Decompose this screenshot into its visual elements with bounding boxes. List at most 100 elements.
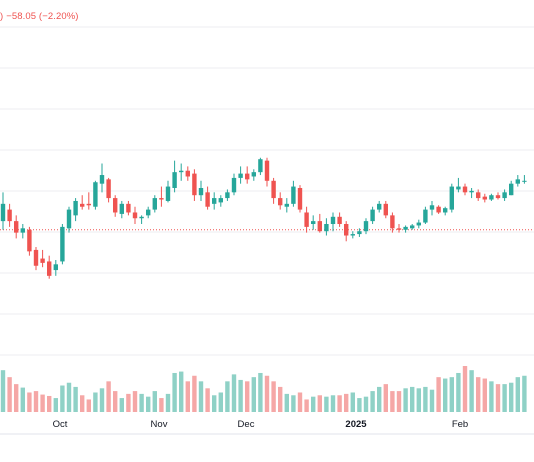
candle-body	[264, 160, 270, 181]
volume-bar	[245, 381, 250, 412]
candle-body	[317, 221, 322, 232]
volume-bar	[93, 392, 98, 412]
volume-bar	[47, 395, 52, 412]
volume-bar	[7, 377, 12, 412]
volume-bar	[291, 395, 296, 412]
candle-body	[66, 209, 72, 229]
volume-bar	[264, 375, 270, 412]
candle-body	[495, 195, 501, 199]
volume-bar	[515, 377, 520, 412]
volume-bar	[410, 386, 415, 412]
candle-body	[40, 258, 45, 263]
volume-bar	[179, 371, 184, 412]
volume-bar	[218, 392, 223, 412]
candle-body	[132, 212, 138, 219]
candle-body	[33, 249, 39, 266]
x-axis-tick-label: Nov	[151, 419, 168, 430]
volume-bar	[337, 395, 342, 412]
volume-bar	[146, 396, 151, 412]
candle-body	[179, 170, 184, 173]
volume-bar	[172, 372, 177, 412]
candle-body	[284, 203, 289, 207]
volume-bar	[271, 381, 276, 412]
candle-body	[198, 188, 204, 196]
candle-body	[350, 234, 355, 236]
volume-bar	[317, 395, 322, 412]
price-change-value: −58.05 (−2.20%)	[6, 11, 79, 22]
volume-bar	[192, 375, 197, 412]
candle-body	[27, 229, 32, 252]
candle-body	[436, 206, 441, 213]
volume-bar	[14, 384, 19, 412]
volume-bar	[429, 389, 435, 412]
candle-body	[396, 228, 402, 230]
candle-body	[80, 203, 85, 207]
volume-bar	[311, 396, 316, 412]
volume-bar	[139, 393, 144, 412]
volume-bar	[66, 382, 72, 412]
candle-body	[53, 264, 58, 271]
candle-body	[14, 221, 19, 233]
volume-bar	[238, 379, 243, 412]
candle-body	[324, 224, 329, 232]
volume-bar	[60, 385, 65, 412]
volume-bar	[324, 396, 329, 412]
volume-bar	[225, 381, 230, 412]
candle-body	[297, 188, 303, 210]
volume-bar	[377, 386, 382, 412]
volume-bar	[20, 387, 25, 412]
volume-bar	[126, 393, 131, 412]
volume-bar	[106, 381, 111, 412]
volume-bar	[456, 372, 461, 412]
volume-bar	[73, 386, 78, 412]
volume-bar	[396, 391, 402, 412]
volume-bar	[297, 392, 303, 412]
candlesticks	[0, 157, 527, 279]
candle-body	[119, 203, 124, 214]
candle-body	[502, 192, 507, 199]
candle-body	[363, 221, 369, 232]
volume-bar	[357, 398, 362, 412]
volume-bar	[185, 381, 190, 412]
candle-body	[86, 203, 91, 206]
volume-bar	[509, 382, 514, 412]
candle-body	[251, 172, 256, 177]
volume-bar	[350, 392, 355, 412]
volume-bar	[403, 388, 408, 412]
candle-body	[192, 173, 197, 196]
legend-paren: )	[0, 11, 4, 22]
candle-body	[330, 216, 336, 224]
candle-body	[482, 196, 487, 200]
candle-body	[311, 221, 316, 224]
candle-body	[476, 192, 481, 199]
volume-bar	[99, 388, 105, 412]
volume-bar	[80, 395, 85, 412]
candle-body	[99, 175, 105, 184]
volume-bar	[251, 377, 256, 412]
volume-bar	[165, 393, 171, 412]
candle-body	[205, 192, 210, 207]
candle-body	[337, 216, 342, 224]
volume-bar	[482, 378, 487, 412]
volume-bar	[390, 391, 395, 412]
candle-body	[357, 231, 362, 235]
time-axis: Oct Nov Dec 2025 Feb	[53, 419, 469, 430]
volume-bar	[370, 391, 375, 412]
candle-body	[0, 203, 6, 222]
candle-body	[225, 192, 230, 199]
candle-body	[515, 179, 520, 184]
candle-body	[304, 212, 309, 227]
candle-body	[165, 186, 171, 201]
candle-body	[172, 172, 177, 188]
candle-body	[522, 180, 527, 182]
candle-body	[245, 173, 250, 180]
volume-bar	[198, 381, 204, 412]
candle-body	[416, 222, 421, 226]
volume-bar	[231, 374, 237, 412]
candle-body	[443, 208, 448, 213]
volume-bar	[443, 378, 448, 412]
candle-body	[278, 198, 283, 206]
volume-bar	[119, 398, 124, 412]
